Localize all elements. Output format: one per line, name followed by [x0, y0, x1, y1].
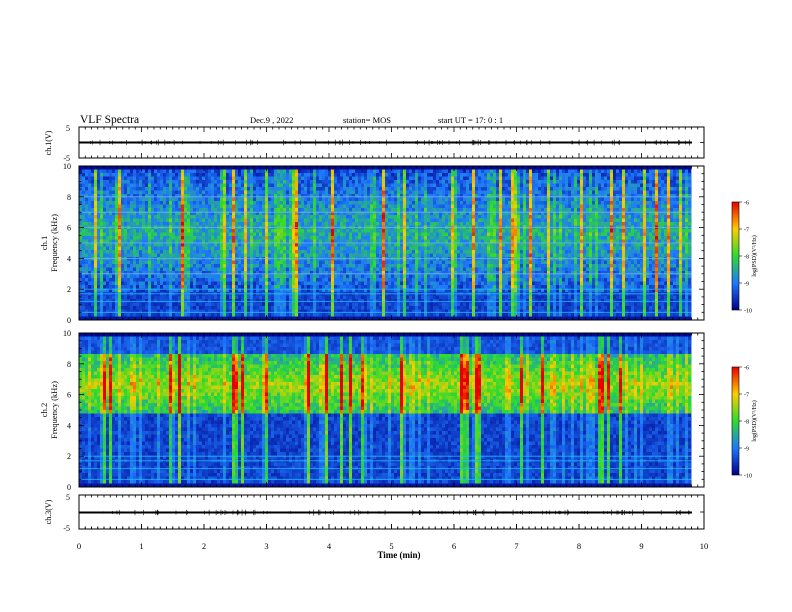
ch3-wave-ylabel: ch.3(V)	[44, 499, 53, 524]
time-tick-label: 2	[202, 541, 206, 551]
ch1-waveform-panel: 5 -5 ch.1(V)	[44, 124, 704, 163]
frequency-tick-label: 8	[67, 193, 71, 202]
time-tick-label: 8	[577, 541, 581, 551]
frequency-tick-label: 6	[67, 391, 71, 400]
colorbar-label: log(PSD)(V²/Hz)	[751, 235, 758, 276]
ch2-spec-ylabel-ch: ch.2	[39, 403, 49, 417]
colorbar-tick-label: -7	[744, 228, 749, 234]
colorbar-tick-label: -10	[744, 309, 752, 315]
ch1-spec-ylabel-ch: ch.1	[39, 236, 49, 250]
frequency-tick-label: 10	[63, 329, 71, 338]
ch2-colorbar: -6 -7 -8 -9 -10 log(PSD)(V²/Hz)	[732, 366, 758, 480]
date-label: Dec.9 , 2022	[250, 115, 293, 125]
colorbar-scale	[732, 367, 739, 475]
colorbar-tick-label: -8	[744, 420, 749, 426]
time-tick-label: 3	[264, 541, 268, 551]
ch3-waveform-panel: 5 -5 ch.3(V)	[44, 493, 704, 533]
colorbar-scale	[732, 202, 739, 310]
ch2-spec-ylabel-freq: Frequency (kHz)	[49, 381, 59, 439]
frequency-tick-label: 4	[67, 254, 71, 263]
frequency-tick-label: 8	[67, 360, 71, 369]
frequency-tick-label: 2	[67, 452, 71, 461]
time-axis-label: Time (min)	[377, 550, 420, 560]
ch3-wave-tick-bottom: -5	[63, 524, 70, 533]
ch2-spectrogram-panel: 0 2 4 6 8 10 ch.2 Frequency (kHz)	[39, 329, 704, 492]
time-tick-label: 6	[452, 541, 456, 551]
colorbar-tick-label: -7	[744, 393, 749, 399]
station-label: station= MOS	[343, 115, 391, 125]
start-time-label: start UT = 17: 0 : 1	[438, 115, 503, 125]
ch1-spec-ylabel-freq: Frequency (kHz)	[49, 214, 59, 272]
frequency-tick-label: 10	[63, 162, 71, 171]
colorbar-tick-label: -8	[744, 255, 749, 261]
time-tick-label: 9	[639, 541, 643, 551]
colorbar-tick-label: -9	[744, 282, 749, 288]
ch1-spectrogram-panel: 0 2 4 6 8 10 ch.1 Frequency (kHz)	[39, 162, 704, 325]
time-tick-label: 7	[514, 541, 518, 551]
time-tick-label: 10	[700, 541, 709, 551]
colorbar-tick-label: -6	[744, 201, 749, 207]
frequency-tick-label: 0	[67, 316, 71, 325]
time-tick-label: 1	[139, 541, 143, 551]
colorbar-label: log(PSD)(V²/Hz)	[751, 400, 758, 441]
frequency-tick-label: 2	[67, 285, 71, 294]
time-tick-label: 4	[327, 541, 332, 551]
colorbar-tick-label: -6	[744, 366, 749, 372]
vlf-spectra-figure: VLF Spectra Dec.9 , 2022 station= MOS st…	[0, 0, 792, 612]
ch1-colorbar: -6 -7 -8 -9 -10 log(PSD)(V²/Hz)	[732, 201, 758, 315]
colorbar-tick-label: -10	[744, 474, 752, 480]
figure-title: VLF Spectra	[80, 114, 139, 126]
ch3-wave-tick-top: 5	[66, 493, 70, 502]
ch1-wave-ylabel: ch.1(V)	[44, 130, 53, 155]
colorbar-tick-label: -9	[744, 447, 749, 453]
frequency-tick-label: 4	[67, 421, 71, 430]
frequency-tick-label: 6	[67, 224, 71, 233]
ch1-wave-tick-top: 5	[66, 124, 70, 133]
frequency-tick-label: 0	[67, 483, 71, 492]
time-tick-label: 0	[77, 541, 81, 551]
